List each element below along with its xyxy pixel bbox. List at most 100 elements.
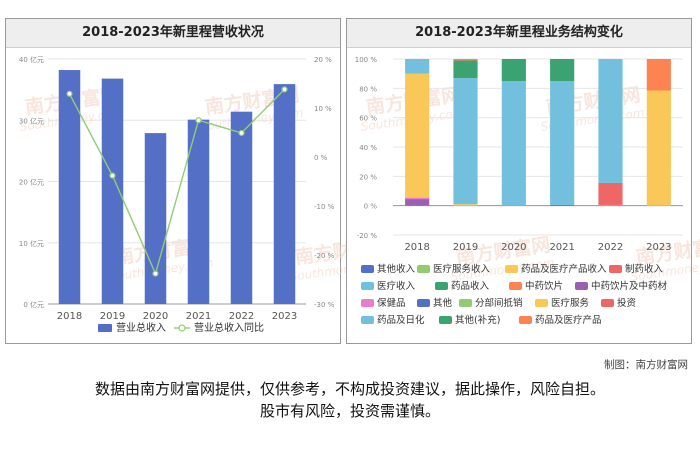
structure-bar-segment	[453, 78, 478, 205]
yoy-line	[68, 88, 285, 276]
legend-swatch	[417, 299, 430, 307]
yoy-point	[238, 129, 245, 137]
legend-label: 投资	[617, 297, 637, 309]
structure-chart-title: 2018-2023年新里程业务结构变化	[347, 19, 691, 48]
legend-label: 制药收入	[625, 263, 664, 275]
y-tick-label: 100 %	[355, 56, 378, 64]
structure-bar-segment	[550, 81, 575, 205]
y-left-tick-label: 20 亿元	[19, 178, 44, 187]
y-left-tick-label: 10 亿元	[19, 239, 44, 248]
structure-chart: 南方财富网Southmoney.com南方财富网Southmoney.com南方…	[355, 56, 700, 326]
x-tick-label: 2023	[272, 311, 297, 322]
legend-label: 保健品	[377, 297, 406, 309]
revenue-bar	[144, 133, 167, 304]
legend-swatch	[439, 316, 452, 324]
structure-bar-segment	[405, 197, 430, 200]
y-left-tick-label: 40 亿元	[19, 55, 44, 64]
structure-bar-segment	[646, 90, 671, 206]
structure-bar-segment	[550, 204, 575, 206]
yoy-point	[195, 117, 202, 124]
y-right-tick-label: -20 %	[314, 252, 335, 260]
legend-label: 医疗收入	[377, 280, 416, 292]
structure-bar-segment	[501, 81, 526, 206]
revenue-bar	[273, 84, 296, 304]
legend-label: 药品及日化	[377, 314, 425, 326]
yoy-point	[152, 270, 159, 277]
legend-swatch	[459, 299, 472, 307]
legend-label: 药品收入	[451, 280, 490, 292]
legend-swatch	[361, 299, 374, 307]
yoy-point	[109, 172, 116, 179]
legend-swatch	[435, 282, 448, 290]
disclaimer-line-2: 股市有风险，投资需谨慎。	[259, 402, 440, 420]
x-tick-label: 2020	[143, 311, 168, 322]
y-right-tick-label: 20 %	[314, 56, 332, 64]
yoy-point	[66, 90, 73, 97]
x-tick-label: 2018	[404, 242, 429, 253]
legend-swatch	[361, 282, 374, 290]
structure-bar-segment	[501, 59, 526, 81]
legend-label: 中药饮片	[525, 280, 563, 292]
structure-bar-segment	[453, 60, 478, 79]
structure-bar-segment	[405, 199, 430, 206]
y-left-tick-label: 0 亿元	[23, 300, 44, 309]
structure-bar-segment	[453, 204, 478, 206]
structure-bar-segment	[598, 204, 623, 206]
legend-swatch-revenue	[98, 324, 112, 332]
x-tick-label: 2019	[100, 311, 125, 322]
legend-swatch	[601, 299, 614, 307]
y-right-tick-label: 0 %	[314, 154, 328, 162]
x-tick-label: 2022	[598, 242, 623, 253]
revenue-bar	[187, 119, 210, 304]
x-tick-label: 2021	[549, 242, 574, 253]
structure-chart-panel: 2018-2023年新里程业务结构变化 南方财富网 Southmoney.com 南…	[346, 18, 700, 344]
structure-bar-segment	[550, 59, 575, 81]
revenue-chart-title: 2018-2023年新里程营收状况	[6, 19, 340, 48]
revenue-chart: 南方财富网Southmoney.com南方财富网Southmoney.com南方…	[19, 55, 394, 334]
x-tick-label: 2021	[186, 311, 211, 322]
legend-label: 其他收入	[377, 263, 416, 275]
x-tick-label: 2019	[453, 242, 478, 253]
y-left-tick-label: 30 亿元	[19, 116, 44, 125]
legend-label: 分部间抵销	[475, 297, 523, 309]
y-tick-label: 40 %	[359, 144, 377, 152]
structure-bar-segment	[405, 59, 430, 74]
legend-swatch	[519, 316, 532, 324]
legend-swatch-yoy-point	[178, 324, 186, 332]
legend-swatch	[535, 299, 548, 307]
legend-label: 药品及医疗产品收入	[521, 263, 607, 275]
y-tick-label: 60 %	[359, 115, 377, 123]
yoy-point	[281, 86, 288, 93]
legend-label: 其他(补充)	[455, 314, 500, 326]
legend-swatch	[361, 316, 374, 324]
x-tick-label: 2018	[57, 311, 82, 322]
revenue-bar	[230, 111, 253, 304]
legend-label: 中药饮片及中药材	[591, 280, 668, 292]
legend-swatch	[609, 265, 622, 273]
structure-bar-segment	[598, 182, 623, 205]
legend-label: 其他	[433, 297, 453, 309]
y-tick-label: 20 %	[359, 173, 377, 181]
structure-bar-segment	[453, 59, 478, 61]
legend-swatch	[361, 265, 374, 273]
revenue-bar	[101, 78, 124, 304]
structure-bar-segment	[598, 59, 623, 183]
legend-swatch	[575, 282, 588, 290]
x-tick-label: 2020	[501, 242, 526, 253]
chart-credit: 制图：南方财富网	[604, 359, 688, 371]
disclaimer-line-1: 数据由南方财富网提供，仅供参考，不构成投资建议，据此操作，风险自担。	[94, 380, 605, 398]
revenue-bar	[58, 70, 81, 305]
legend-swatch	[417, 265, 430, 273]
structure-bar-segment	[646, 59, 671, 91]
x-tick-label: 2022	[229, 311, 254, 322]
legend-label-revenue: 营业总收入	[116, 321, 166, 334]
y-tick-label: -20 %	[357, 232, 378, 240]
y-tick-label: 0 %	[364, 203, 378, 211]
legend-label: 医疗服务收入	[433, 263, 491, 275]
y-right-tick-label: -10 %	[314, 203, 335, 211]
y-right-tick-label: -30 %	[314, 301, 335, 309]
legend-swatch	[509, 282, 522, 290]
structure-bar-segment	[405, 73, 430, 198]
revenue-chart-panel: 2018-2023年新里程营收状况 南方财富网Southmoney.com南方财…	[5, 18, 394, 344]
legend-swatch	[505, 265, 518, 273]
